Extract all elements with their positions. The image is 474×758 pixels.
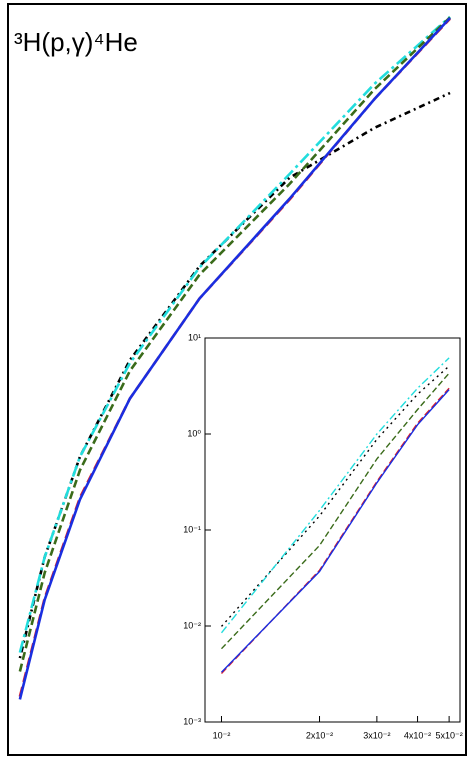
x-tick-label: 3x10⁻² [363, 730, 390, 740]
series-line [18, 15, 451, 653]
x-tick-label: 10⁻² [213, 730, 231, 740]
x-tick-label: 5x10⁻² [435, 730, 462, 740]
series-line [220, 357, 450, 634]
series-line [18, 16, 451, 672]
y-tick-label: 10¹ [188, 332, 201, 342]
series-line [220, 365, 450, 627]
y-tick-label: 10⁻³ [183, 716, 201, 726]
y-tick-label: 10⁻¹ [183, 524, 201, 534]
series-line [220, 389, 450, 673]
y-tick-label: 10⁰ [187, 428, 201, 438]
inset-frame [204, 337, 461, 723]
chart-title: ³H(p,γ)⁴He [14, 27, 138, 57]
series-line [220, 372, 450, 650]
x-tick-label: 2x10⁻² [306, 730, 333, 740]
series-line [18, 17, 451, 700]
x-tick-label: 4x10⁻² [404, 730, 431, 740]
y-tick-label: 10⁻² [183, 620, 201, 630]
